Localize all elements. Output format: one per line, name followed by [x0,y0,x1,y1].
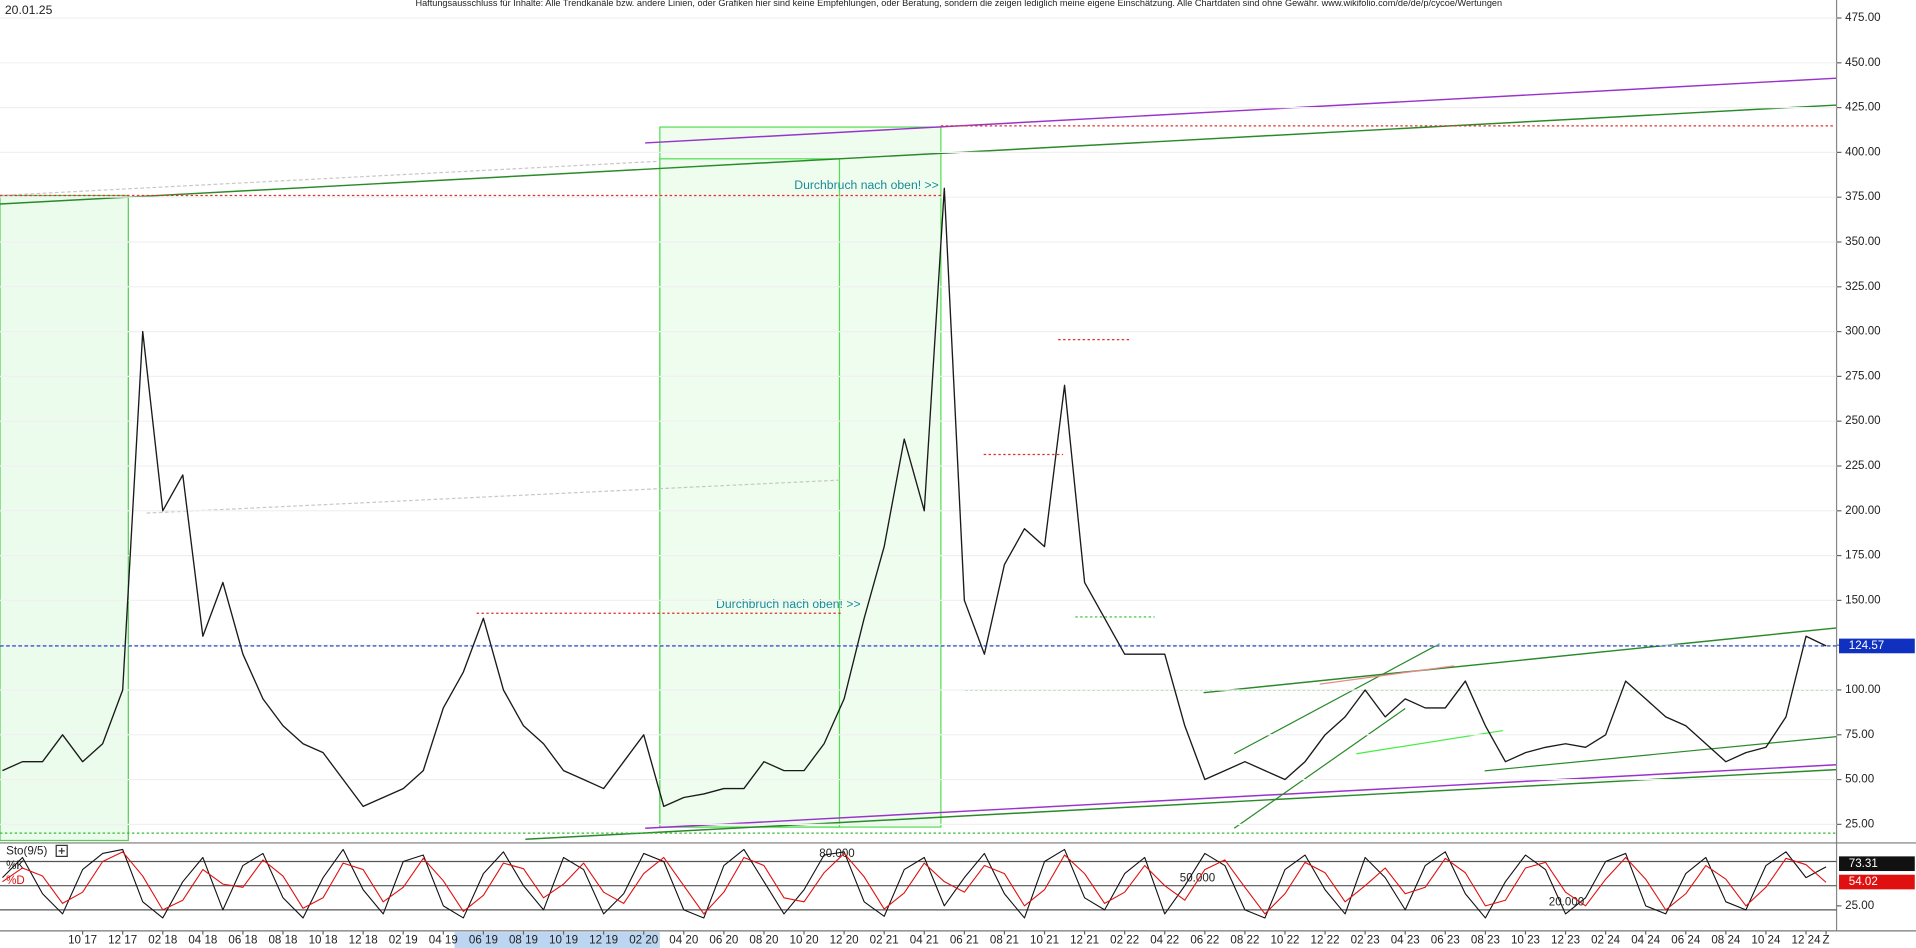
x-tick-label: 02 20 [629,934,658,947]
x-tick-label: 04 19 [429,934,458,947]
price-line [2,187,1827,808]
y-tick-label: 325.00 [1845,280,1880,293]
x-tick-label: 12 21 [1070,934,1099,947]
x-tick-label: 08 24 [1711,934,1741,947]
x-tick-label: 12 23 [1551,934,1580,947]
trend-line [1484,736,1837,772]
x-tick-label: 08 22 [1230,934,1259,947]
level-label: 50.000 [1180,871,1215,884]
y-tick-label: 175.00 [1845,549,1880,562]
x-tick-label: 04 22 [1150,934,1179,947]
x-tick-label: 08 23 [1471,934,1500,947]
x-tick-label: 12 19 [589,934,618,947]
x-tick-label: 10 19 [549,934,578,947]
trend-line [645,764,1837,830]
y-tick-label: 400.00 [1845,145,1880,158]
y-tick-label: 425.00 [1845,101,1880,114]
y-tick-label: 75.00 [1845,728,1874,741]
x-tick-label: 12 20 [830,934,859,947]
last-value-box [1839,874,1915,890]
x-tick-label: 02 18 [148,934,177,947]
zone [0,194,129,842]
x-tick-label: Z [1823,934,1830,947]
x-tick-label: 10 22 [1270,934,1299,947]
y-tick-label: 450.00 [1845,56,1880,69]
trend-line [525,768,1837,841]
annotation: Durchbruch nach oben! >> [794,178,939,192]
x-tick-label: 12 18 [349,934,378,947]
last-price-box [1839,638,1915,654]
y-tick-label: 50.00 [1845,773,1874,786]
y-tick-label: 25.00 [1845,899,1874,912]
last-price-label: 124.57 [1849,639,1884,652]
y-tick-label: 225.00 [1845,459,1880,472]
y-tick-label: 275.00 [1845,369,1880,382]
x-tick-label: 02 24 [1591,934,1621,947]
x-tick-label: 02 22 [1110,934,1139,947]
x-tick-label: 02 21 [870,934,899,947]
x-tick-label: 06 23 [1431,934,1460,947]
panel-title: Sto(9/5) [6,845,47,858]
x-tick-label: 10 21 [1030,934,1059,947]
x-tick-label: 12 24 [1792,934,1822,947]
x-tick-label: 10 18 [309,934,338,947]
level-label: 80.000 [819,847,854,860]
last-value-box [1839,856,1915,872]
x-tick-label: 06 18 [228,934,257,947]
x-tick-label: 04 18 [188,934,217,947]
y-tick-label: 100.00 [1845,683,1880,696]
x-tick-label: 08 19 [509,934,538,947]
y-tick-label: 200.00 [1845,504,1880,517]
x-tick-label: 04 24 [1631,934,1661,947]
y-tick-label: 475.00 [1845,11,1880,24]
trend-line [1233,708,1406,829]
x-tick-label: 08 18 [268,934,297,947]
x-tick-label: 08 21 [990,934,1019,947]
annotation: Durchbruch nach oben! >> [716,597,861,611]
x-tick-label: 06 21 [950,934,979,947]
x-tick-label: 02 19 [389,934,418,947]
x-tick-label: 06 20 [709,934,738,947]
x-tick-label: 12 22 [1311,934,1340,947]
trend-line [645,77,1837,144]
x-tick-label: 10 24 [1751,934,1781,947]
y-tick-label: 250.00 [1845,414,1880,427]
x-tick-label: 08 20 [749,934,778,947]
legend-entry: %K [6,859,24,872]
disclaimer: Haftungsausschluss für Inhalte: Alle Tre… [415,0,1502,8]
y-tick-label: 300.00 [1845,325,1880,338]
last-value-label: 73.31 [1849,857,1878,870]
level-label: 20.000 [1549,896,1584,909]
trend-line [1233,643,1440,755]
trend-line [1319,665,1455,685]
y-tick-label: 25.00 [1845,817,1874,830]
x-tick-label: 04 23 [1391,934,1420,947]
legend-entry: %D [6,874,25,887]
trend-line [0,104,1837,205]
x-tick-label: 06 22 [1190,934,1219,947]
date-label: 20.01.25 [5,3,53,17]
zone [659,126,942,828]
x-tick-label: 06 24 [1671,934,1701,947]
price-line [2,851,1827,915]
x-tick-label: 02 23 [1351,934,1380,947]
last-value-label: 54.02 [1849,875,1878,888]
trend-line [0,160,660,197]
price-line [2,848,1827,919]
y-tick-label: 150.00 [1845,593,1880,606]
y-tick-label: 350.00 [1845,235,1880,248]
x-tick-label: 10 23 [1511,934,1540,947]
x-tick-label: 10 17 [68,934,97,947]
x-tick-label: 10 20 [790,934,819,947]
trend-line [1203,627,1837,694]
x-tick-label: 06 19 [469,934,498,947]
x-tick-label: 04 20 [669,934,698,947]
y-tick-label: 375.00 [1845,190,1880,203]
axis-highlight [454,932,660,948]
x-tick-label: 04 21 [910,934,939,947]
x-tick-label: 12 17 [108,934,137,947]
